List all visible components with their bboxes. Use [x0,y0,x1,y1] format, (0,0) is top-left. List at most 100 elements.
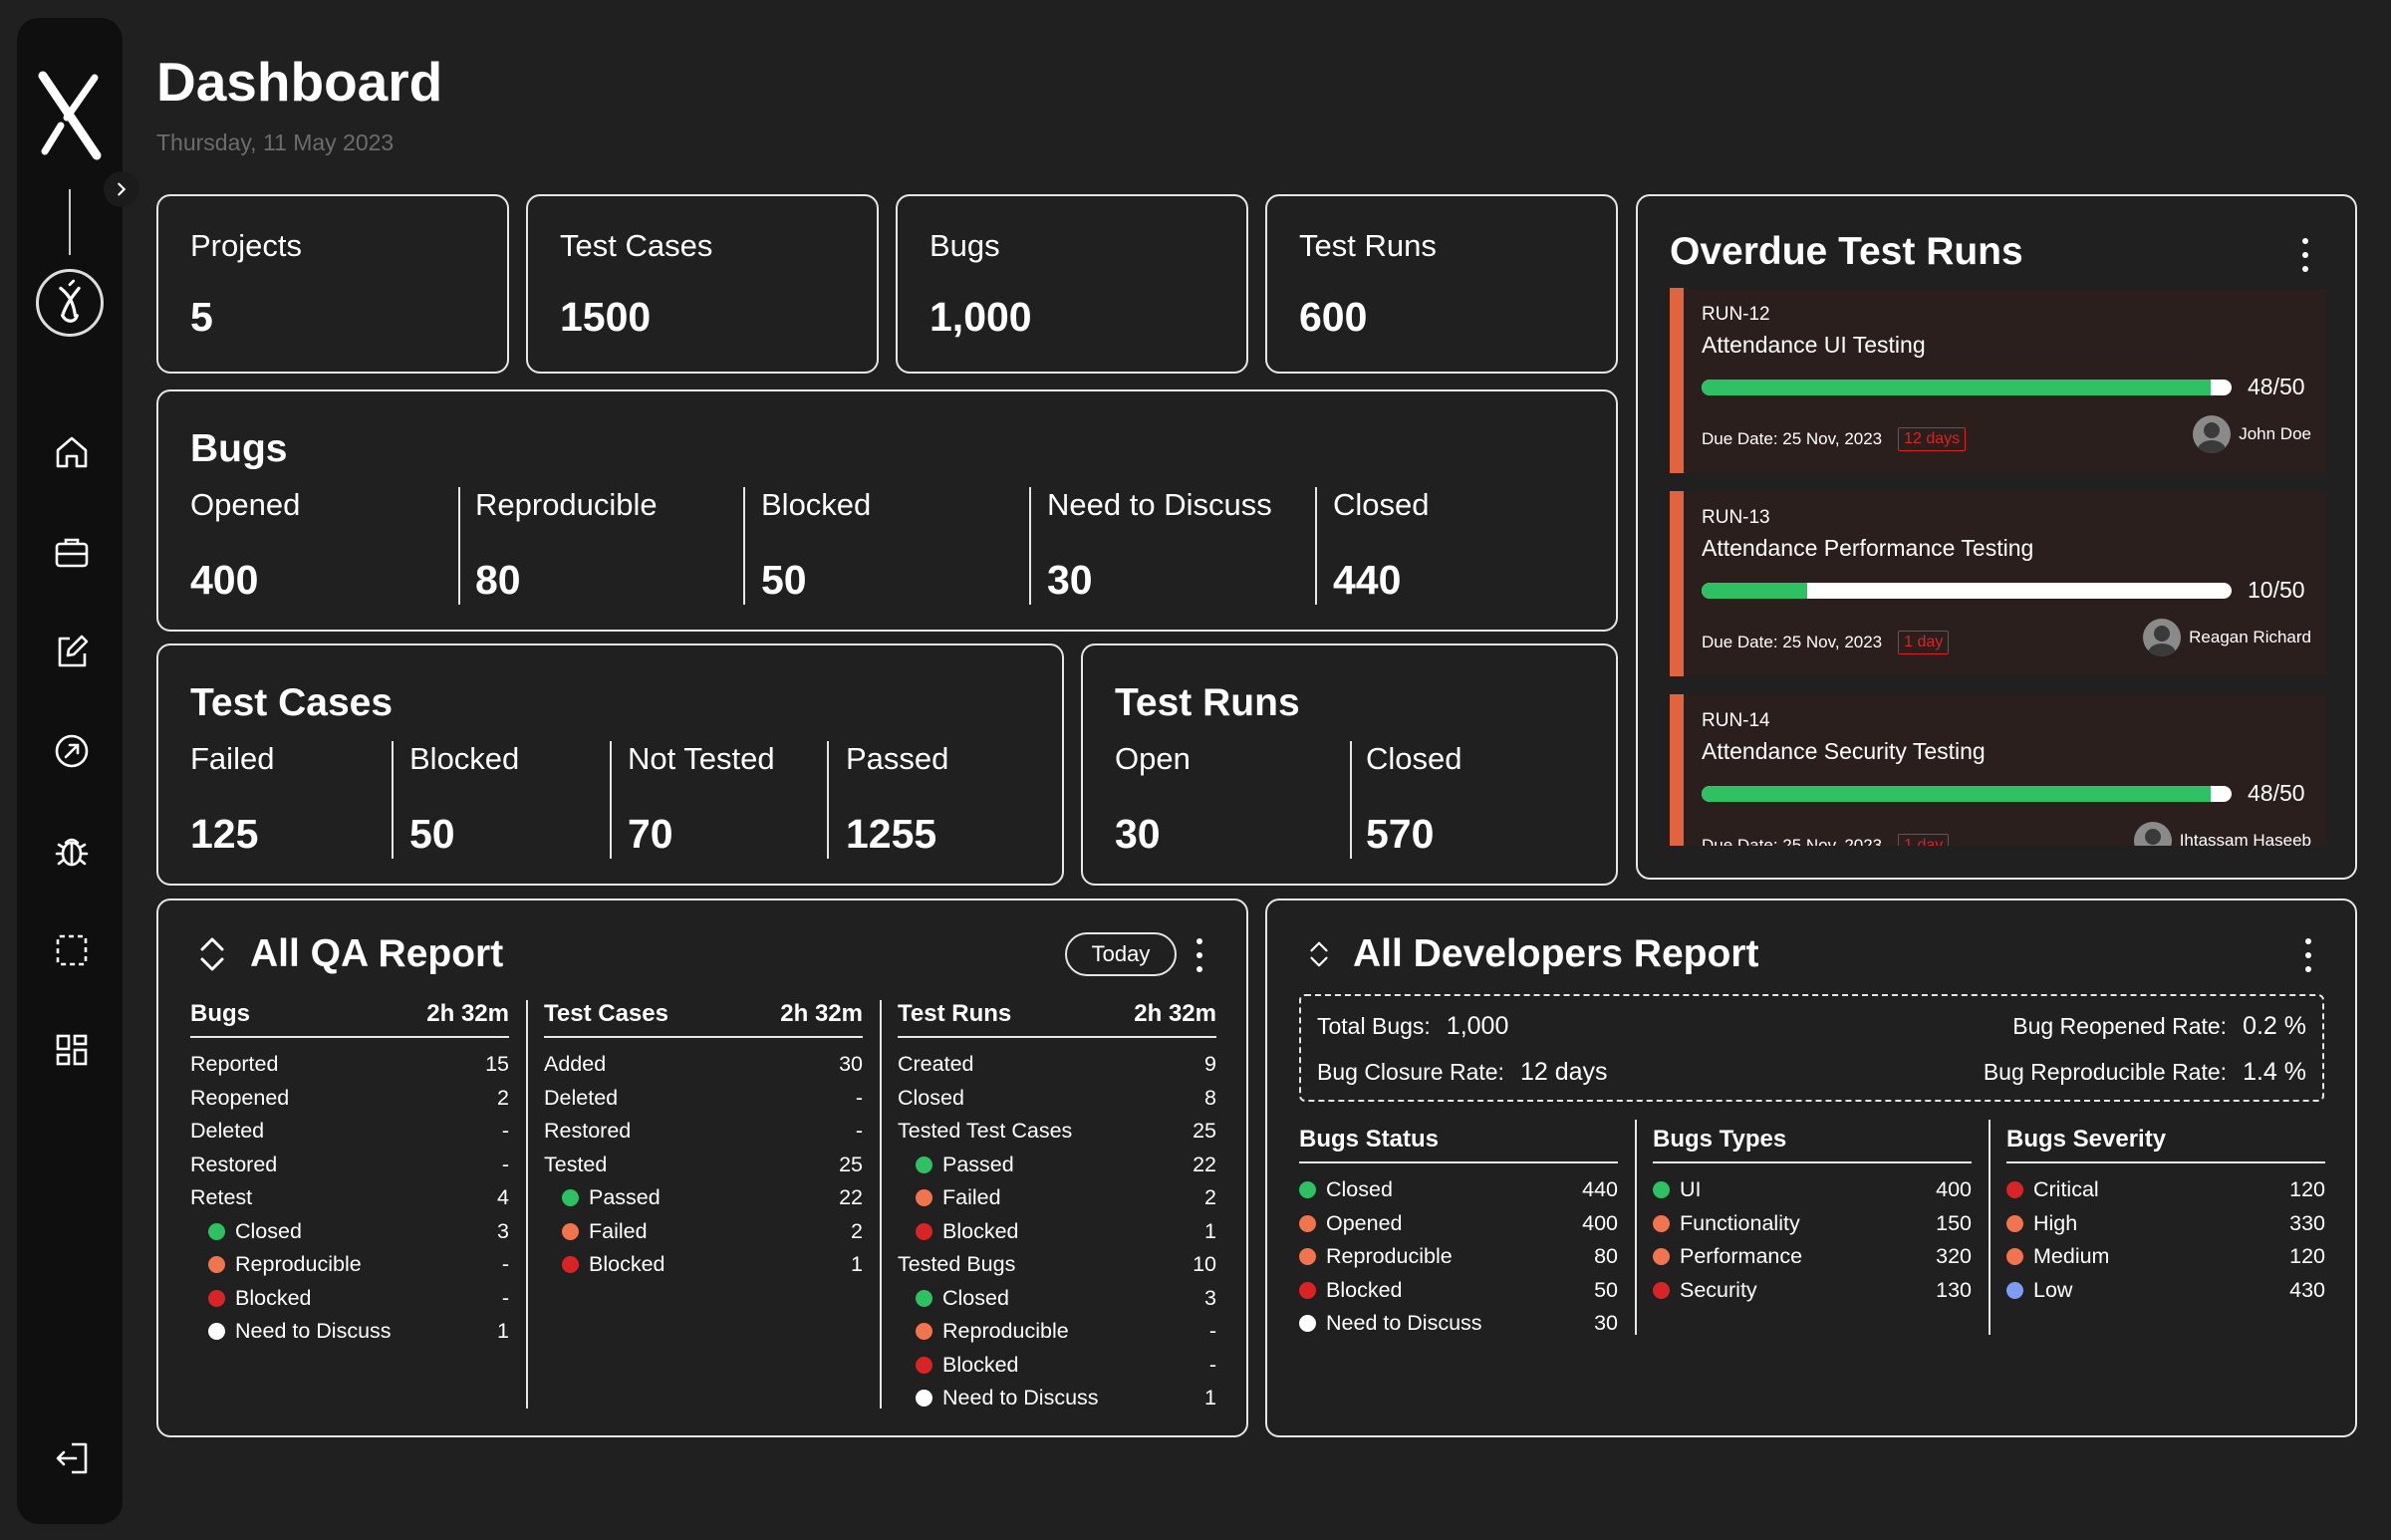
overdue-run-item[interactable]: RUN-14 Attendance Security Testing 48/50… [1670,694,2327,846]
test-runs-open: Open 30 [1115,741,1191,858]
sidebar-expand-button[interactable] [104,171,139,207]
row-label-wrap: Restored [544,1119,631,1144]
table-row: Restored - [190,1149,509,1182]
overdue-run-item[interactable]: RUN-12 Attendance UI Testing 48/50 Due D… [1670,288,2327,473]
metric-value: 1,000 [1446,1012,1509,1040]
status-dot-icon [916,1323,932,1341]
card-title: Test Runs [1115,681,1300,724]
column-divider [458,487,460,605]
card-title: Bugs [190,427,288,470]
status-dot-icon [208,1323,225,1341]
row-label: Passed [942,1152,1014,1176]
overdue-runs-list[interactable]: RUN-12 Attendance UI Testing 48/50 Due D… [1670,288,2327,846]
row-label: Blocked [1326,1277,1403,1302]
row-label: Need to Discuss [235,1319,392,1344]
reopened-rate-metric: Bug Reopened Rate: 0.2 % [2012,1012,2306,1041]
table-row: Blocked 50 [1299,1274,1618,1308]
page-title: Dashboard [156,51,443,113]
status-dot-icon [2006,1248,2023,1266]
bugs-summary-card: Bugs Opened 400 Reproducible 80 Blocked … [156,389,1618,632]
dev-report-header: All Developers Report [1307,932,1758,976]
more-options-icon[interactable] [1194,938,1205,972]
select-dashed-icon[interactable] [52,930,92,970]
test-cases-failed: Failed 125 [190,741,274,858]
metric-label: Failed [190,741,275,776]
row-label-wrap: Performance [1653,1244,1802,1269]
test-cases-passed: Passed 1255 [846,741,948,858]
column-divider [1989,1120,1991,1335]
row-label: Tested [544,1152,608,1176]
row-label: Tested Bugs [898,1252,1016,1277]
stat-card-bugs[interactable]: Bugs 1,000 [896,194,1248,374]
metric-value: 80 [475,557,521,603]
run-id: RUN-12 [1702,304,1770,325]
more-options-icon[interactable] [2299,238,2311,272]
row-label-wrap: Closed [208,1219,302,1244]
stat-card-projects[interactable]: Projects 5 [156,194,509,374]
table-row: Critical 120 [2006,1173,2325,1207]
x-logo-icon[interactable] [37,68,103,171]
row-value: 120 [2289,1177,2325,1202]
row-label: Low [2033,1277,2073,1302]
run-due: Due Date: 25 Nov, 2023 1 day [1702,631,1950,654]
sort-icon[interactable] [196,934,228,974]
column-divider [743,487,745,605]
table-title: Bugs Status [1299,1126,1440,1153]
metric-label: Opened [190,487,301,522]
table-row: Reproducible 80 [1299,1240,1618,1274]
table-row: Blocked 1 [898,1215,1216,1249]
bugs-closed: Closed 440 [1333,487,1430,604]
table-header: Test Cases 2h 32m [544,1000,863,1038]
table-row: High 330 [2006,1207,2325,1241]
row-label: Reopened [190,1085,290,1110]
row-value: 320 [1936,1244,1972,1269]
status-dot-icon [916,1356,932,1374]
stat-card-test-runs[interactable]: Test Runs 600 [1265,194,1618,374]
table-row: Security 130 [1653,1274,1972,1308]
table-row: Tested Bugs 10 [898,1248,1216,1282]
bug-icon[interactable] [52,831,92,871]
row-value: 3 [1204,1285,1216,1310]
row-label: Created [898,1052,974,1077]
table-row: Failed 2 [544,1215,863,1249]
row-label-wrap: Created [898,1052,974,1077]
row-value: 15 [485,1052,509,1077]
grid-icon[interactable] [52,1030,92,1070]
row-value: - [501,1285,509,1310]
test-cases-not-tested: Not Tested 70 [628,741,775,858]
row-label-wrap: Passed [916,1153,1014,1177]
table-row: Functionality 150 [1653,1207,1972,1241]
table-header: Test Runs 2h 32m [898,1000,1216,1038]
status-dot-icon [2006,1214,2023,1232]
status-dot-icon [916,1289,932,1307]
table-header: Bugs 2h 32m [190,1000,509,1038]
row-label-wrap: Failed [916,1185,1001,1210]
sort-icon[interactable] [1307,934,1331,974]
row-label-wrap: Reproducible [208,1252,362,1277]
arrow-circle-icon[interactable] [52,731,92,771]
metric-label: Open [1115,741,1191,776]
more-options-icon[interactable] [2302,938,2314,972]
avatar [2193,415,2232,453]
closure-rate-metric: Bug Closure Rate: 12 days [1317,1058,1608,1087]
row-label: Passed [589,1185,661,1210]
metric-label: Closed [1366,741,1462,776]
table-row: Closed 3 [190,1215,509,1249]
briefcase-icon[interactable] [52,532,92,572]
stat-card-test-cases[interactable]: Test Cases 1500 [526,194,879,374]
edit-icon[interactable] [52,632,92,671]
brand-logo-icon[interactable] [36,269,104,337]
card-title: Overdue Test Runs [1670,230,2023,273]
table-header: Bugs Types [1653,1126,1972,1163]
run-name: Attendance Performance Testing [1702,535,2034,561]
row-value: 400 [1582,1210,1618,1235]
overdue-run-item[interactable]: RUN-13 Attendance Performance Testing 10… [1670,491,2327,676]
row-label-wrap: Tested Bugs [898,1252,1015,1277]
row-value: 1 [851,1252,863,1277]
home-icon[interactable] [52,432,92,472]
date-filter-button[interactable]: Today [1065,932,1177,976]
logout-icon[interactable] [52,1438,92,1478]
sidebar [17,18,123,1524]
table-time: 2h 32m [1134,1000,1216,1027]
